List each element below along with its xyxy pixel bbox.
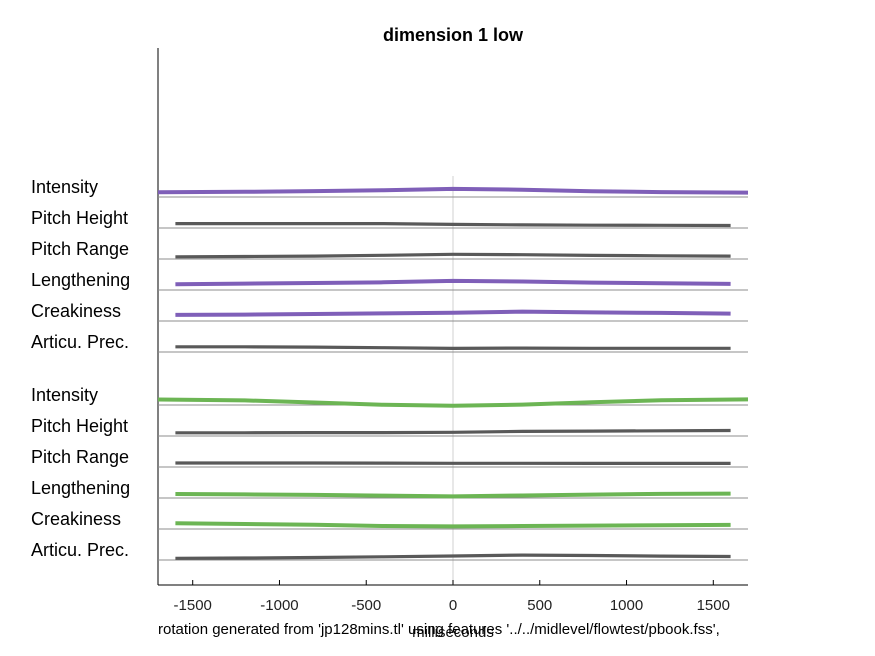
series-line-intensity bbox=[157, 397, 749, 408]
footnote: rotation generated from 'jp128mins.tl' u… bbox=[158, 621, 720, 638]
series-line-articu-prec bbox=[175, 345, 731, 350]
series-line-pitch-height bbox=[175, 222, 731, 228]
x-tick-label: 1000 bbox=[610, 597, 643, 614]
row-label: Articu. Prec. bbox=[31, 540, 129, 560]
row-label: Lengthening bbox=[31, 270, 130, 290]
row-label: Lengthening bbox=[31, 478, 130, 498]
x-axis-label: milliseconds bbox=[412, 624, 494, 641]
x-tick-label: -1500 bbox=[174, 597, 212, 614]
x-tick-label: 1500 bbox=[697, 597, 730, 614]
plot-area: -1500 -1000 -500 0 500 1000 1500 Intensity Pitch… bbox=[31, 48, 749, 614]
row-label: Articu. Prec. bbox=[31, 332, 129, 352]
series-line-intensity bbox=[157, 186, 749, 195]
chart-title: dimension 1 low bbox=[383, 25, 524, 45]
row-label: Pitch Range bbox=[31, 447, 129, 467]
row-label: Creakiness bbox=[31, 509, 121, 529]
series-line-pitch-height bbox=[175, 428, 731, 435]
x-tick-label: -500 bbox=[351, 597, 381, 614]
row-label: Pitch Height bbox=[31, 416, 128, 436]
series-line-lengthening bbox=[175, 278, 731, 287]
series-line-pitch-range bbox=[175, 252, 731, 259]
series-line-articu-prec bbox=[175, 553, 731, 560]
series-line-creakiness bbox=[175, 521, 731, 529]
row-label: Pitch Height bbox=[31, 208, 128, 228]
x-tick-label: 500 bbox=[527, 597, 552, 614]
row-label: Pitch Range bbox=[31, 239, 129, 259]
x-tick-label: -1000 bbox=[260, 597, 298, 614]
row-label: Intensity bbox=[31, 385, 98, 405]
series-line-creakiness bbox=[175, 309, 731, 317]
row-label: Creakiness bbox=[31, 301, 121, 321]
series-line-lengthening bbox=[175, 491, 731, 499]
x-tick-label: 0 bbox=[449, 597, 457, 614]
row-label: Intensity bbox=[31, 177, 98, 197]
